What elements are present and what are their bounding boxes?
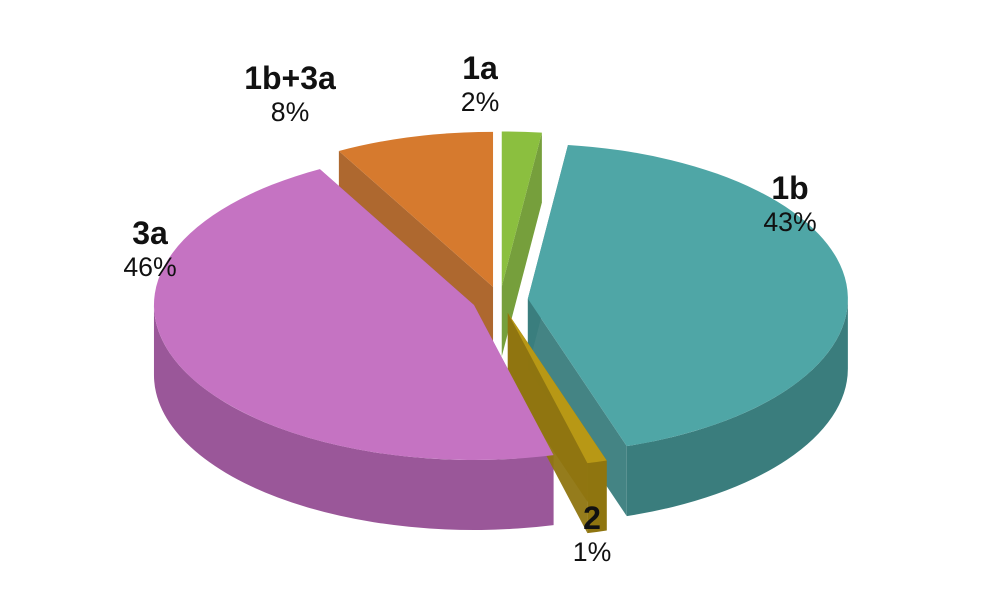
slice-pct: 2% (461, 87, 500, 118)
slice-name: 1b+3a (244, 60, 336, 97)
slice-label-2: 2 1% (573, 500, 612, 567)
slice-name: 3a (123, 215, 176, 252)
slice-label-1b3a: 1b+3a 8% (244, 60, 336, 127)
slice-label-1b: 1b 43% (763, 170, 816, 237)
slice-label-1a: 1a 2% (461, 50, 500, 117)
slice-pct: 8% (244, 97, 336, 128)
slice-name: 1a (461, 50, 500, 87)
pie-chart-3d: 1a 2% 1b 43% 2 1% 3a 46% 1b+3a 8% (0, 0, 1000, 600)
slice-name: 1b (763, 170, 816, 207)
slice-label-3a: 3a 46% (123, 215, 176, 282)
slice-pct: 43% (763, 207, 816, 238)
pie-svg (0, 0, 1000, 600)
slice-name: 2 (573, 500, 612, 537)
slice-pct: 1% (573, 537, 612, 568)
slice-pct: 46% (123, 252, 176, 283)
